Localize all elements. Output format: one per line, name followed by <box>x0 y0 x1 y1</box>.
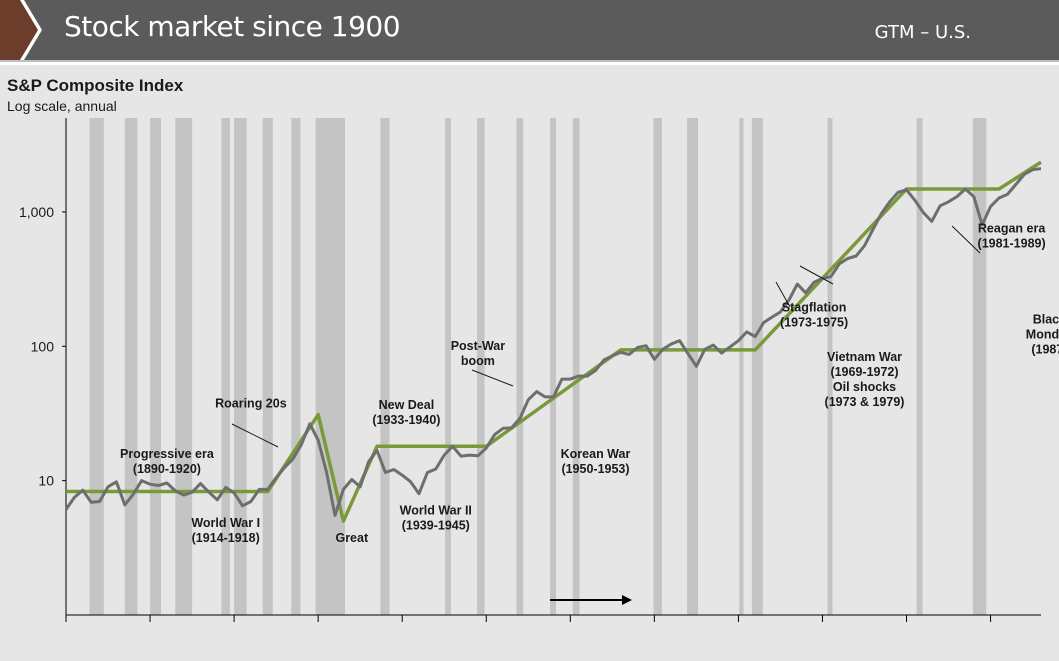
recession-band <box>827 118 833 615</box>
header-bar: Stock market since 1900 GTM – U.S. <box>0 0 1059 60</box>
annotation-label: Great <box>335 531 368 545</box>
recession-band <box>315 118 345 615</box>
recession-band <box>916 118 923 615</box>
recession-band <box>739 118 744 615</box>
slide-tag: GTM – U.S. <box>874 22 971 43</box>
annotation-label: Roaring 20s <box>215 397 287 411</box>
recession-band <box>751 118 763 615</box>
recession-band <box>572 118 580 615</box>
annotation-leader <box>231 423 279 448</box>
annotation-label: Stagflation (1973-1975) <box>780 300 848 329</box>
recession-band <box>516 118 524 615</box>
annotation-label: New Deal (1933-1940) <box>372 398 440 427</box>
annotation-label: World War I (1914-1918) <box>191 516 260 545</box>
annotation-label: World War II (1939-1945) <box>400 504 472 533</box>
annotation-leader <box>951 225 981 254</box>
recession-band <box>477 118 485 615</box>
annotation-leader <box>799 265 834 285</box>
annotation-leader <box>471 369 514 387</box>
recession-band <box>653 118 662 615</box>
annotation-leader <box>775 281 791 308</box>
annotation-label: Reagan era (1981-1989) <box>978 222 1047 251</box>
recession-band <box>550 118 556 615</box>
y-tick-label: 10 <box>38 473 54 489</box>
annotation-label: Vietnam War (1969-1972) Oil shocks (1973 & … <box>825 350 905 409</box>
annotation-label: BlackMonday(1987) <box>1026 312 1059 356</box>
recession-band <box>124 118 138 615</box>
recession-band <box>380 118 390 615</box>
header-divider <box>0 60 1059 62</box>
chart-annotations: Progressive era (1890-1920) Roaring 20s Wor… <box>120 222 1059 546</box>
annotation-label: Progressive era (1890-1920) <box>120 447 215 476</box>
recession-band <box>687 118 698 615</box>
y-tick-label: 100 <box>31 338 55 354</box>
slide-title: Stock market since 1900 <box>64 10 401 43</box>
timeline-arrow <box>550 595 632 605</box>
recession-band <box>89 118 104 615</box>
y-tick-label: 1,000 <box>19 204 54 220</box>
recession-band <box>291 118 301 615</box>
annotation-label: Post-War boom <box>451 339 506 368</box>
recession-band <box>221 118 230 615</box>
recession-band <box>150 118 161 615</box>
recession-band <box>262 118 273 615</box>
timeline-arrow-head-icon <box>622 595 632 605</box>
index-series <box>64 167 1042 517</box>
index-line <box>64 167 1042 517</box>
header-arrow-icon <box>0 0 42 60</box>
chart-axes: 10 100 1,000 <box>19 118 1041 622</box>
recession-band <box>972 118 987 615</box>
recession-band <box>445 118 451 615</box>
chart-subtitle: Log scale, annual <box>7 98 117 114</box>
annotation-label: Korean War (1950-1953) <box>561 447 631 476</box>
recession-band <box>175 118 193 615</box>
chart-title: S&P Composite Index <box>7 76 184 95</box>
